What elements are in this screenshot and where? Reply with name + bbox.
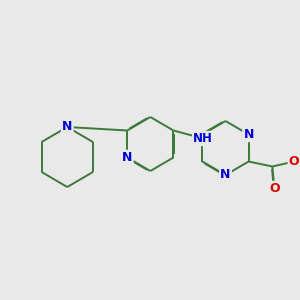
Text: NH: NH [193, 132, 213, 145]
Text: N: N [243, 128, 254, 141]
Text: O: O [269, 182, 280, 195]
Text: N: N [62, 121, 72, 134]
Text: N: N [220, 169, 231, 182]
Text: O: O [289, 155, 299, 168]
Text: N: N [122, 151, 132, 164]
